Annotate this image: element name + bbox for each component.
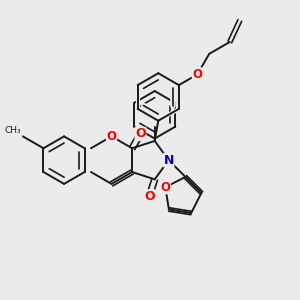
Text: O: O xyxy=(160,181,170,194)
Text: O: O xyxy=(192,68,203,81)
Text: O: O xyxy=(144,190,154,203)
Text: O: O xyxy=(106,130,117,143)
Text: CH₃: CH₃ xyxy=(5,126,22,135)
Text: N: N xyxy=(164,154,174,166)
Text: O: O xyxy=(135,128,146,140)
